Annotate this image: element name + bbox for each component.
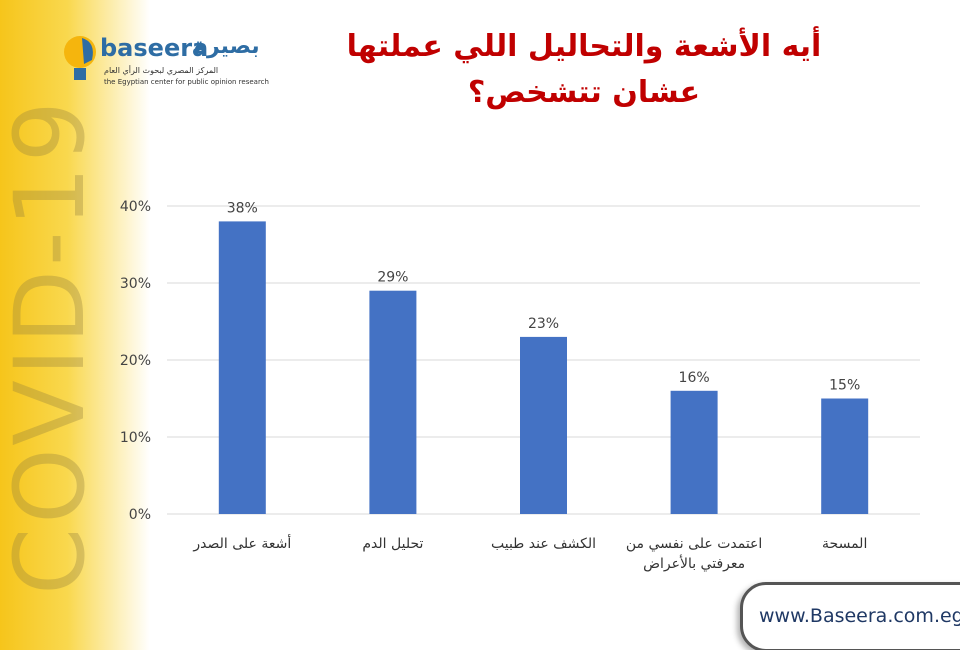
value-label: 29% (377, 270, 408, 286)
y-tick-label: 20% (120, 353, 151, 369)
website: www.Baseera.com.eg (759, 605, 960, 627)
x-tick-label: المسحة (822, 536, 868, 552)
chart-title: أيه الأشعة والتحاليل اللي عملتها عشان تت… (346, 29, 822, 110)
footer-box: www.Baseera.com.eg (740, 582, 960, 650)
y-tick-label: 30% (120, 276, 151, 292)
y-tick-label: 40% (120, 199, 151, 215)
bar (821, 398, 869, 514)
bar (520, 336, 567, 514)
y-tick-label: 10% (120, 430, 151, 446)
x-tick-label: الكشف عند طبيب (490, 536, 597, 552)
x-tick-label: اعتمدت على نفسي من معرفتي بالأعراض (625, 536, 763, 572)
bar (670, 390, 718, 514)
x-tick-label: تحليل الدم (362, 536, 424, 552)
logo-latin: baseera (100, 34, 209, 62)
value-label: 23% (528, 316, 559, 332)
value-label: 38% (227, 200, 258, 216)
y-tick-label: 0% (129, 507, 151, 523)
bar (218, 221, 266, 514)
x-tick-label: أشعة على الصدر (193, 536, 292, 552)
background-band (0, 0, 150, 650)
logo-tagline-english: the Egyptian center for public opinion r… (104, 78, 269, 86)
logo: baseera بصيرة المركز المصري لبحوث الرأي … (62, 28, 269, 92)
logo-icon (64, 36, 96, 80)
logo-tagline-arabic: المركز المصري لبحوث الرأي العام (104, 66, 219, 75)
bar (369, 290, 417, 514)
logo-arabic: بصيرة (194, 34, 260, 59)
value-label: 16% (679, 370, 710, 386)
value-label: 15% (829, 378, 860, 394)
